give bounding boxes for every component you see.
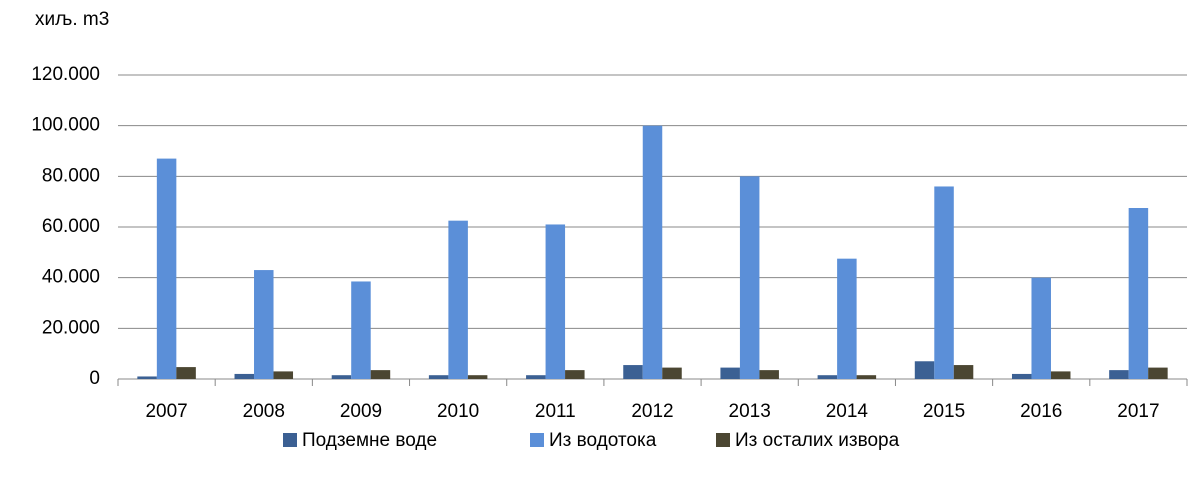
x-tick-label: 2008 <box>243 401 285 422</box>
x-tick-label: 2013 <box>729 401 771 422</box>
legend-swatch <box>716 433 730 447</box>
bar <box>254 270 274 379</box>
bar <box>273 371 294 379</box>
bar <box>642 125 663 380</box>
bar <box>351 281 371 379</box>
bar <box>137 376 157 379</box>
y-tick-label: 80.000 <box>42 165 100 186</box>
bar <box>1109 370 1129 379</box>
bar <box>565 370 585 379</box>
y-tick-label: 60.000 <box>42 216 100 237</box>
y-tick-label: 120.000 <box>31 64 100 85</box>
bar <box>623 365 643 379</box>
x-tick-label: 2016 <box>1020 401 1062 422</box>
x-tick-label: 2007 <box>145 401 187 422</box>
bar <box>934 186 954 379</box>
bar <box>662 367 682 379</box>
y-tick-label: 100.000 <box>31 115 100 136</box>
unit-label: хиљ. m3 <box>35 9 109 30</box>
bar <box>1148 367 1168 379</box>
y-tick-label: 0 <box>89 368 100 389</box>
bar <box>526 375 546 379</box>
bar <box>856 375 877 379</box>
bar <box>1128 208 1149 379</box>
legend-label: Подземне воде <box>302 430 437 451</box>
legend-label: Из водотока <box>549 430 657 451</box>
bar <box>759 370 779 379</box>
bar <box>467 375 488 379</box>
bar <box>1050 371 1071 379</box>
bar <box>720 367 740 379</box>
y-tick-label: 40.000 <box>42 267 100 288</box>
x-tick-label: 2010 <box>437 401 479 422</box>
legend-label: Из осталих извора <box>735 430 900 451</box>
x-tick-label: 2012 <box>631 401 673 422</box>
bar <box>331 375 352 379</box>
bar <box>370 370 391 379</box>
bar <box>1011 373 1032 379</box>
x-tick-label: 2014 <box>826 401 869 422</box>
legend-swatch <box>283 433 297 447</box>
bar <box>837 258 857 379</box>
bar <box>914 361 935 379</box>
bar <box>953 365 974 379</box>
bar <box>176 367 196 379</box>
x-tick-label: 2011 <box>535 401 576 422</box>
bar <box>739 176 760 379</box>
bar <box>1031 277 1051 379</box>
bar <box>234 373 255 379</box>
x-tick-label: 2009 <box>340 401 382 422</box>
x-tick-label: 2015 <box>923 401 965 422</box>
bar <box>817 375 838 379</box>
legend-swatch <box>530 433 544 447</box>
bar <box>428 375 449 379</box>
x-tick-label: 2017 <box>1117 401 1159 422</box>
bar <box>545 224 566 379</box>
bar <box>448 220 468 379</box>
y-tick-label: 20.000 <box>42 317 100 338</box>
bar <box>156 158 177 379</box>
